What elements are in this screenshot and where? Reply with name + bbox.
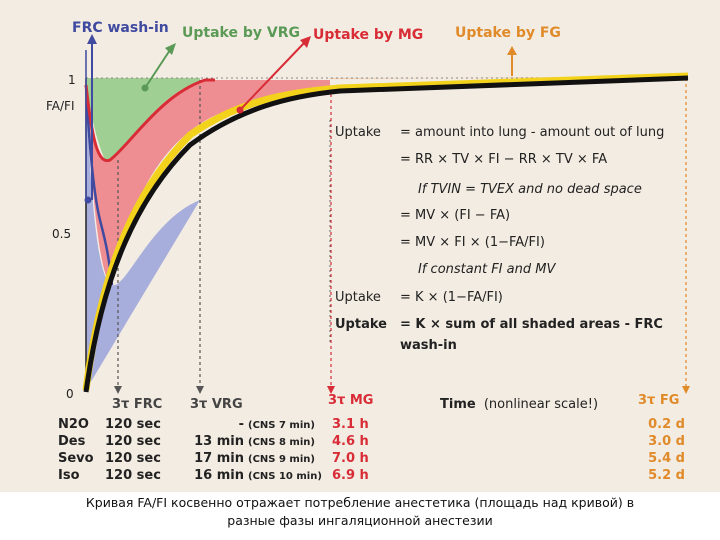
mg-time-3: 6.9 h xyxy=(332,468,369,483)
marker-3tau-mg: 3τ MG xyxy=(328,393,373,408)
equation-lhs-7: Uptake xyxy=(335,317,387,332)
equation-lhs-0: Uptake xyxy=(335,125,381,140)
agent-time-constants-table: N2O 120 sec - (CNS 7 min) 3.1 h 0.2 d Des 120 s… xyxy=(58,417,685,483)
uptake-by-fg-label: Uptake by FG xyxy=(455,25,561,41)
x-axis-title-rest: (nonlinear scale!) xyxy=(484,397,598,412)
agent-name-3: Iso xyxy=(58,468,80,483)
equation-rhs-1: = RR × TV × FI − RR × TV × FA xyxy=(400,152,607,167)
fg-time-3: 5.2 d xyxy=(648,468,685,483)
frc-marker-arrow-icon xyxy=(114,386,122,394)
mg-marker-arrow-icon xyxy=(327,386,335,394)
y-tick-0: 0 xyxy=(66,387,74,401)
agent-name-1: Des xyxy=(58,434,86,449)
marker-3tau-fg: 3τ FG xyxy=(638,393,679,408)
frc-time-0: 120 sec xyxy=(105,417,161,432)
uptake-diagram: FRC wash-in Uptake by VRG Uptake by MG U… xyxy=(46,20,690,483)
x-axis-title-bold: Time xyxy=(440,397,476,412)
mg-arrow-icon xyxy=(300,36,311,48)
agent-name-2: Sevo xyxy=(58,451,94,466)
caption-line-1: Кривая FA/FI косвенно отражает потреблен… xyxy=(85,495,635,510)
equation-lhs-6: Uptake xyxy=(335,290,381,305)
equation-rhs-0: = amount into lung - amount out of lung xyxy=(400,125,664,140)
vrg-arrow-line xyxy=(144,49,171,89)
frc-wash-in-area xyxy=(86,85,200,390)
fg-marker-arrow-icon xyxy=(682,386,690,394)
fg-time-2: 5.4 d xyxy=(648,451,685,466)
figure: FRC wash-in Uptake by VRG Uptake by MG U… xyxy=(0,0,720,492)
vrg-cns-3: (CNS 10 min) xyxy=(248,471,322,482)
equation-rhs-4: = MV × FI × (1−FA/FI) xyxy=(400,235,545,250)
equation-rhs-5: If constant FI and MV xyxy=(418,262,556,277)
marker-3tau-vrg: 3τ VRG xyxy=(190,397,243,412)
frc-arrow-dot-icon xyxy=(84,196,92,204)
vrg-arrow-icon xyxy=(165,43,176,55)
vrg-time-2: 17 min xyxy=(194,451,244,466)
equation-rhs-2: If TVIN = TVEX and no dead space xyxy=(418,182,642,197)
fg-time-1: 3.0 d xyxy=(648,434,685,449)
uptake-by-vrg-label: Uptake by VRG xyxy=(182,25,300,41)
vrg-cns-0: (CNS 7 min) xyxy=(248,420,315,431)
vrg-time-1: 13 min xyxy=(194,434,244,449)
frc-time-2: 120 sec xyxy=(105,451,161,466)
frc-time-1: 120 sec xyxy=(105,434,161,449)
y-tick-0-5: 0.5 xyxy=(52,227,71,241)
uptake-by-mg-label: Uptake by MG xyxy=(313,27,423,43)
agent-name-0: N2O xyxy=(58,417,89,432)
equation-rhs-7: = K × sum of all shaded areas - FRC xyxy=(400,317,663,332)
uptake-equations: Uptake = amount into lung - amount out of… xyxy=(335,125,664,353)
mg-time-0: 3.1 h xyxy=(332,417,369,432)
mg-arrow-line xyxy=(239,41,306,111)
fg-time-0: 0.2 d xyxy=(648,417,685,432)
frc-arrow-icon xyxy=(87,34,97,44)
vrg-marker-arrow-icon xyxy=(196,386,204,394)
x-axis-title: Time (nonlinear scale!) xyxy=(440,397,598,412)
mg-arrow-dot-icon xyxy=(236,106,244,114)
vrg-cns-1: (CNS 8 min) xyxy=(248,437,315,448)
frc-time-3: 120 sec xyxy=(105,468,161,483)
caption: Кривая FA/FI косвенно отражает потреблен… xyxy=(0,494,720,540)
vrg-arrow-dot-icon xyxy=(141,84,149,92)
vrg-cns-2: (CNS 9 min) xyxy=(248,454,315,465)
fa-fi-curve xyxy=(83,75,689,393)
mg-time-1: 4.6 h xyxy=(332,434,369,449)
caption-line-2: разные фазы ингаляционной анестезии xyxy=(227,513,493,528)
frc-wash-in-label: FRC wash-in xyxy=(72,20,169,36)
frc-curve xyxy=(84,84,114,286)
mg-uptake-area xyxy=(86,80,330,285)
marker-3tau-frc: 3τ FRC xyxy=(112,397,162,412)
equation-rhs-8: wash-in xyxy=(400,338,457,353)
equation-rhs-6: = K × (1−FA/FI) xyxy=(400,290,503,305)
equation-rhs-3: = MV × (FI − FA) xyxy=(400,208,510,223)
y-tick-1: 1 xyxy=(68,73,76,87)
fg-arrow-icon xyxy=(507,46,517,55)
vrg-time-3: 16 min xyxy=(194,468,244,483)
y-axis-label: FA/FI xyxy=(46,99,75,113)
vrg-time-0: - xyxy=(239,417,244,432)
mg-time-2: 7.0 h xyxy=(332,451,369,466)
